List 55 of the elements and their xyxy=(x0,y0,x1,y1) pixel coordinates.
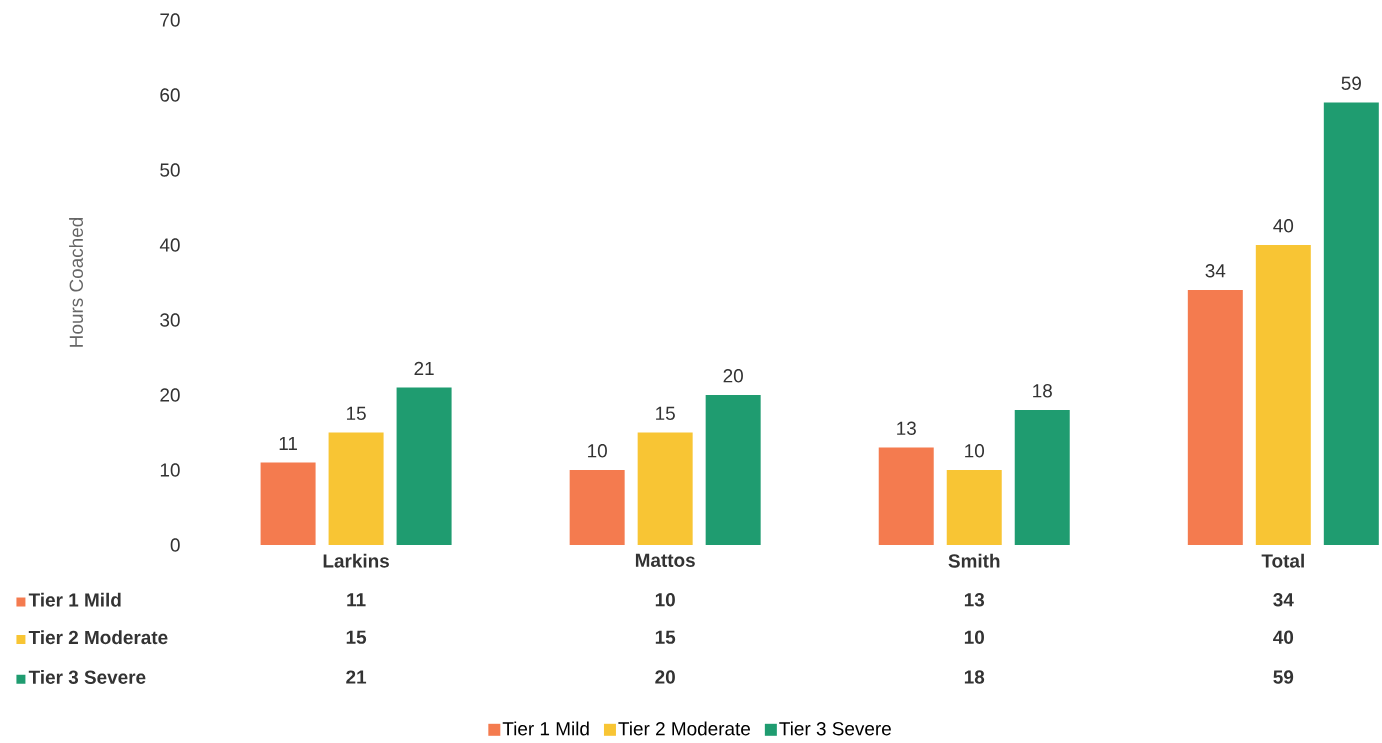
x-tick-label: Total xyxy=(1261,553,1304,568)
text: 15 xyxy=(346,630,367,644)
bar xyxy=(705,394,761,545)
data-label: 15 xyxy=(656,406,675,420)
data-label: 18 xyxy=(1033,384,1052,398)
bar xyxy=(1255,244,1311,545)
bar xyxy=(569,469,625,545)
text: Tier 1 Mild xyxy=(502,721,589,736)
text: 21 xyxy=(346,670,367,684)
data-label: 34 xyxy=(1205,264,1226,278)
y-tick-label: 40 xyxy=(159,238,180,252)
text: 11 xyxy=(347,593,366,607)
y-tick-label: 50 xyxy=(160,163,180,177)
x-tick-label: Mattos xyxy=(635,553,695,567)
bar xyxy=(260,462,316,545)
bar xyxy=(1187,289,1243,545)
data-label: 13 xyxy=(897,421,916,435)
data-label: 15 xyxy=(347,406,366,420)
legend-label: Tier 2 Moderate xyxy=(618,721,750,736)
bar xyxy=(878,447,934,545)
text: 15 xyxy=(655,630,676,644)
text: 10 xyxy=(964,630,984,644)
y-tick-label: 10 xyxy=(160,463,180,477)
text: 13 xyxy=(964,593,985,607)
text: 10 xyxy=(655,593,675,607)
data-label: 20 xyxy=(723,369,743,383)
text: Tier 2 Moderate xyxy=(28,630,168,645)
legend-label: Tier 1 Mild xyxy=(28,592,121,607)
bar xyxy=(328,432,384,545)
y-tick-label: 70 xyxy=(160,13,180,27)
legend-label: Tier 3 Severe xyxy=(779,721,891,736)
bar xyxy=(637,432,693,545)
data-label: 40 xyxy=(1273,219,1294,233)
y-tick-label: 0 xyxy=(170,538,180,552)
text: 40 xyxy=(1273,630,1294,644)
x-tick-label: Larkins xyxy=(323,553,389,568)
y-axis-title: Hours Coached xyxy=(69,218,83,347)
y-tick-label: 60 xyxy=(160,88,180,102)
data-label: 10 xyxy=(965,444,985,458)
y-tick-label: 20 xyxy=(160,388,180,402)
text: 34 xyxy=(1273,593,1294,607)
y-tick-label: 30 xyxy=(160,313,180,327)
bar xyxy=(946,469,1002,545)
data-label: 10 xyxy=(588,444,607,458)
data-label: 59 xyxy=(1341,76,1361,90)
text: Tier 3 Severe xyxy=(28,670,146,684)
text: 59 xyxy=(1273,670,1294,684)
text: 20 xyxy=(655,670,675,684)
bar xyxy=(1323,102,1379,545)
bar xyxy=(396,387,452,545)
data-label: 21 xyxy=(414,361,434,375)
text: 18 xyxy=(964,670,985,684)
x-tick-label: Smith xyxy=(948,553,1000,568)
bar xyxy=(1014,409,1070,545)
data-label: 11 xyxy=(279,436,297,450)
